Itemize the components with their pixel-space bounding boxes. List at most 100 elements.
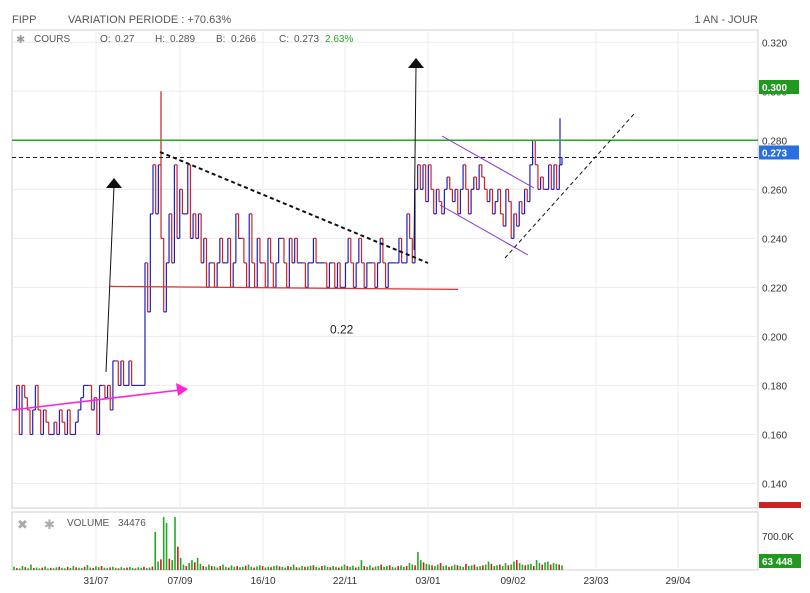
volume-bar xyxy=(295,567,298,570)
volume-bar xyxy=(151,566,154,570)
y-tick-label: 0.320 xyxy=(762,38,787,49)
volume-bar xyxy=(261,566,264,570)
volume-bar xyxy=(482,565,484,570)
close-label: C: xyxy=(279,34,289,45)
volume-bar xyxy=(544,562,546,570)
volume-bar xyxy=(24,567,27,570)
volume-bar xyxy=(366,566,368,570)
volume-bar xyxy=(298,567,301,570)
volume-bar xyxy=(490,563,493,570)
volume-bar xyxy=(312,565,315,570)
volume-bar xyxy=(157,561,159,570)
volume-bar xyxy=(137,567,140,570)
high-value: 0.289 xyxy=(170,34,195,45)
volume-bar xyxy=(242,566,244,570)
volume-bar xyxy=(473,564,476,570)
volume-bar xyxy=(222,564,224,570)
volume-bar xyxy=(216,567,219,570)
volume-bar xyxy=(143,566,145,570)
volume-bar xyxy=(371,567,374,570)
high-label: H: xyxy=(155,34,165,45)
volume-bar xyxy=(103,567,106,570)
volume-bar xyxy=(188,563,190,570)
volume-bar xyxy=(465,563,467,570)
volume-bar xyxy=(281,566,284,570)
y-tick-label: 0.280 xyxy=(762,136,787,147)
volume-bar xyxy=(380,564,383,570)
support-annotation: 0.22 xyxy=(330,322,354,336)
volume-bar xyxy=(86,564,89,570)
volume-bar xyxy=(419,560,422,570)
volume-badge xyxy=(759,554,801,568)
y-tick-label: 0.140 xyxy=(762,479,787,490)
volume-bars xyxy=(13,517,563,570)
right-arrow-head xyxy=(408,58,424,68)
volume-bar xyxy=(264,567,267,570)
volume-bar xyxy=(148,567,151,570)
x-tick-label: 22/11 xyxy=(333,576,358,587)
close-value: 0.273 xyxy=(294,34,319,45)
y-tick-label: 0.160 xyxy=(762,430,787,441)
volume-bar xyxy=(425,563,428,570)
volume-bar xyxy=(145,568,148,570)
volume-bar xyxy=(117,568,120,570)
volume-bar xyxy=(171,560,173,570)
volume-bar xyxy=(377,566,380,570)
volume-bar xyxy=(332,566,334,570)
last-price-badge xyxy=(759,145,799,160)
volume-bar xyxy=(459,566,462,570)
volume-bar xyxy=(501,566,504,570)
volume-bar xyxy=(13,566,15,570)
volume-bar xyxy=(445,565,447,570)
volume-bar xyxy=(521,564,524,570)
volume-bar xyxy=(414,565,416,570)
left-arrow-head xyxy=(106,178,122,188)
volume-bar xyxy=(417,551,419,570)
volume-bar xyxy=(66,566,69,570)
y-tick-label: 0.240 xyxy=(762,234,787,245)
volume-label: VOLUME xyxy=(67,518,110,529)
volume-bar xyxy=(35,567,38,570)
volume-bar xyxy=(306,566,309,570)
volume-bar xyxy=(524,565,527,570)
volume-bar xyxy=(555,563,558,570)
close-icon[interactable]: ✖ xyxy=(17,517,28,532)
volume-bar xyxy=(58,566,60,570)
volume-bar xyxy=(233,566,236,570)
low-value: 0.266 xyxy=(231,34,256,45)
volume-bar xyxy=(547,561,549,570)
volume-bar xyxy=(72,566,75,570)
volume-bar xyxy=(538,563,541,570)
volume-bar xyxy=(530,563,532,570)
volume-bar xyxy=(510,564,512,570)
channel-lower-line xyxy=(439,204,529,256)
volume-bar xyxy=(388,565,391,570)
gear-icon-volume[interactable]: ✱ xyxy=(44,517,55,532)
volume-bar xyxy=(309,565,312,570)
volume-bar xyxy=(301,566,303,570)
open-label: O: xyxy=(100,34,111,45)
volume-bar xyxy=(244,565,247,570)
x-tick-label: 29/04 xyxy=(665,576,690,587)
volume-bar xyxy=(436,564,439,570)
volume-bar xyxy=(278,566,281,570)
volume-bar xyxy=(44,566,46,570)
volume-bar xyxy=(422,562,425,570)
y-tick-label: 0.220 xyxy=(762,283,787,294)
volume-bar xyxy=(513,561,515,570)
gear-icon[interactable]: ✱ xyxy=(16,34,25,46)
volume-bar xyxy=(140,567,142,570)
axis-edge-marker xyxy=(759,502,801,508)
volume-bar xyxy=(30,564,32,570)
volume-bar xyxy=(21,566,24,570)
volume-bar xyxy=(41,567,44,570)
volume-bar xyxy=(16,568,18,570)
period-label[interactable]: 1 AN - JOUR xyxy=(694,14,758,26)
volume-bar xyxy=(532,566,535,570)
volume-bar xyxy=(75,567,77,570)
x-tick-label: 23/03 xyxy=(583,576,608,587)
x-tick-label: 31/07 xyxy=(83,576,108,587)
volume-bar xyxy=(360,560,363,570)
volume-bar xyxy=(408,563,411,570)
